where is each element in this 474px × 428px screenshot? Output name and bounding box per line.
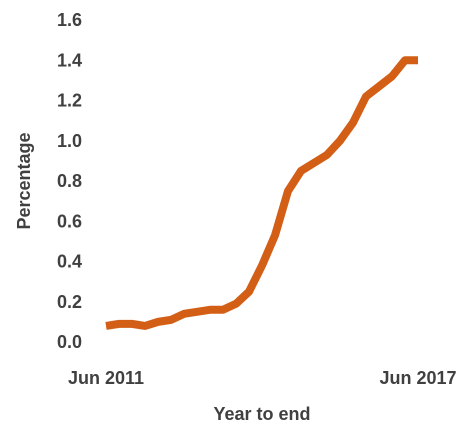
y-axis-title: Percentage — [14, 132, 34, 229]
x-axis-ticks: Jun 2011 Jun 2017 — [68, 368, 457, 388]
y-tick-label: 1.0 — [57, 131, 82, 151]
y-axis-ticks: 0.0 0.2 0.4 0.6 0.8 1.0 1.2 1.4 1.6 — [57, 10, 82, 352]
y-tick-label: 1.2 — [57, 91, 82, 111]
x-tick-label: Jun 2011 — [68, 368, 144, 388]
series-line — [105, 56, 418, 330]
y-tick-label: 0.2 — [57, 292, 82, 312]
y-tick-label: 1.6 — [57, 10, 82, 30]
x-tick-label: Jun 2017 — [379, 368, 456, 388]
y-tick-label: 0.4 — [57, 252, 82, 272]
y-tick-label: 0.0 — [57, 332, 82, 352]
y-tick-label: 1.4 — [57, 50, 82, 70]
x-axis-title: Year to end — [213, 404, 310, 424]
series-layer — [105, 56, 418, 330]
y-tick-label: 0.8 — [57, 171, 82, 191]
y-tick-label: 0.6 — [57, 211, 82, 231]
